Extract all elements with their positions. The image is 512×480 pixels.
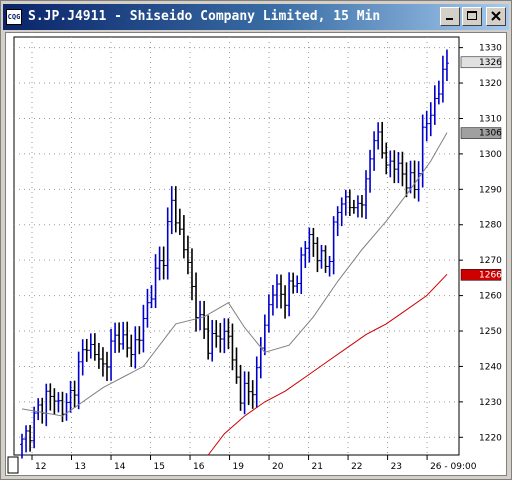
x-tick-label: 14 [114, 462, 126, 472]
minimize-icon [446, 18, 453, 20]
x-tick-label: 19 [233, 462, 245, 472]
price-tag [460, 127, 502, 139]
chart-area[interactable]: 1330 1320 1310 1300 1290 1280 1270 1260 1250 1240… [5, 32, 507, 476]
y-tick-label: 1230 [479, 398, 502, 408]
y-tick-label: 1290 [479, 185, 502, 195]
x-tick-label: 23 [391, 462, 402, 472]
x-tick-label: 15 [154, 462, 165, 472]
y-tick-label: 1310 [479, 114, 502, 124]
title-bar[interactable]: CQG S.JP.J4911 - Shiseido Company Limite… [3, 4, 509, 30]
app-icon[interactable]: CQG [6, 9, 22, 25]
price-tag-label: 1306 [479, 129, 502, 139]
x-tick-label: 22 [351, 462, 362, 472]
y-tick-label: 1240 [479, 362, 502, 372]
y-tick-label: 1330 [479, 44, 502, 54]
x-tick-label: 20 [272, 462, 284, 472]
x-tick-label: 16 [193, 462, 205, 472]
minimize-button[interactable] [440, 7, 460, 26]
close-button[interactable] [486, 7, 506, 26]
y-tick-label: 1220 [479, 433, 502, 443]
moving-average-slow [207, 273, 448, 456]
y-tick-label: 1250 [479, 327, 502, 337]
window-title: S.JP.J4911 - Shiseido Company Limited, 1… [28, 9, 381, 24]
x-tick-label: 13 [75, 462, 86, 472]
y-tick-label: 1320 [479, 79, 502, 89]
x-tick-label: 21 [312, 462, 323, 472]
y-tick-label: 1260 [479, 292, 502, 302]
x-tick-label: 26 - 09:00 [430, 462, 477, 472]
y-tick-label: 1280 [479, 221, 502, 231]
price-chart[interactable]: 1330132013101300129012801270126012501240… [6, 33, 506, 475]
plot-frame [13, 36, 460, 456]
maximize-icon [467, 11, 477, 20]
maximize-button[interactable] [462, 7, 482, 26]
price-tag-label: 1266 [479, 270, 502, 280]
price-tag-label: 1326 [479, 58, 502, 68]
y-tick-label: 1270 [479, 256, 502, 266]
y-tick-label: 1300 [479, 150, 502, 160]
scroll-box [7, 456, 19, 474]
price-tag [460, 56, 502, 69]
x-tick-label: 12 [35, 462, 46, 472]
close-icon [491, 11, 501, 21]
price-tag [460, 269, 502, 281]
moving-average-fast [21, 132, 448, 417]
